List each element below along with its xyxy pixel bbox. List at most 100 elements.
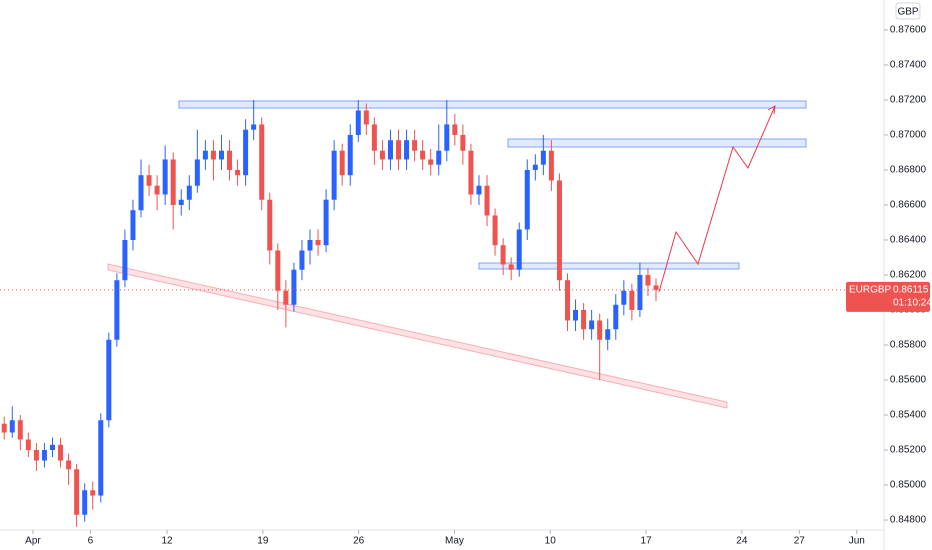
candle-body (387, 140, 393, 160)
projection-arrow (767, 105, 776, 115)
x-tick-label: Apr (25, 536, 41, 547)
x-tick-label: 24 (736, 536, 748, 547)
candle-body (556, 180, 562, 281)
candle-body (492, 215, 498, 246)
candle-body (235, 169, 241, 176)
y-tick-label: 0.86800 (890, 165, 927, 176)
currency-label: GBP (897, 7, 918, 18)
candle-body (412, 140, 418, 151)
y-tick-label: 0.86600 (890, 200, 927, 211)
candle-body (138, 175, 144, 211)
candle-body (66, 460, 72, 470)
x-tick-label: 17 (640, 536, 652, 547)
y-tick-label: 0.87200 (890, 95, 927, 106)
symbol-label: EURGBP (849, 284, 892, 295)
last-price-label: 0.86115 (893, 284, 929, 295)
trend-channel (107, 263, 728, 409)
y-tick-label: 0.87600 (890, 25, 927, 36)
candle-body (436, 150, 442, 165)
y-tick-label: 0.85400 (890, 410, 927, 421)
candle-body (178, 199, 184, 205)
y-tick-label: 0.87400 (890, 60, 927, 71)
x-tick-label: 19 (257, 536, 269, 547)
candle-body (82, 490, 88, 515)
candle-body (251, 124, 257, 130)
candle-body (9, 420, 15, 433)
currency-badge[interactable] (895, 2, 921, 20)
candle-body (275, 250, 281, 291)
candle-body (331, 150, 337, 200)
candle-body (122, 239, 128, 281)
candle-body (323, 199, 329, 246)
x-tick-label: May (445, 536, 464, 547)
last-price-badge (846, 281, 930, 312)
resistance-zone (178, 100, 807, 109)
candle-body (146, 175, 152, 186)
candle-body (508, 264, 514, 270)
candle-body (114, 280, 120, 340)
y-tick-label: 0.85000 (890, 480, 927, 491)
x-tick-label: 10 (545, 536, 557, 547)
candle-body (17, 420, 23, 440)
candle-body (355, 110, 361, 135)
candle-body (581, 309, 587, 330)
x-tick-label: 12 (162, 536, 174, 547)
drawings (107, 100, 807, 409)
candle-body (162, 159, 168, 195)
candle-body (33, 450, 39, 461)
candle-body (307, 239, 313, 251)
y-tick-label: 0.85800 (890, 340, 927, 351)
candle-body (347, 134, 353, 176)
projection-path (658, 105, 776, 293)
candle-body (90, 490, 96, 496)
candle-body (74, 469, 80, 515)
candle-body (476, 185, 482, 195)
candle-body (291, 269, 297, 305)
y-tick-label: 0.87000 (890, 130, 927, 141)
candle-body (170, 159, 176, 205)
candle-body (428, 159, 434, 165)
candle-body (243, 129, 249, 176)
candle-body (484, 185, 490, 216)
candle-body (605, 329, 611, 340)
y-tick-label: 0.85200 (890, 445, 927, 456)
support-zone (478, 262, 740, 270)
candle-body (548, 150, 554, 181)
y-tick-label: 0.86200 (890, 270, 927, 281)
x-tick-label: 26 (353, 536, 365, 547)
candle-body (532, 164, 538, 170)
y-tick-label: 0.85600 (890, 375, 927, 386)
x-tick-label: 27 (794, 536, 806, 547)
candle-body (621, 290, 627, 305)
candle-body (597, 320, 603, 340)
candle-body (573, 309, 579, 321)
candle-body (379, 150, 385, 160)
candle-body (210, 150, 216, 160)
candle-body (283, 290, 289, 305)
candle-body (259, 124, 265, 200)
candle-body (154, 185, 160, 195)
candle-body (653, 285, 659, 290)
candle-body (299, 250, 305, 270)
candle-body (58, 444, 64, 461)
candle-body (540, 150, 546, 165)
candle-body (629, 290, 635, 310)
candle-body (444, 124, 450, 151)
candle-body (404, 140, 410, 160)
y-tick-label: 0.84800 (890, 515, 927, 526)
candle-body (98, 420, 104, 496)
candle-body (516, 229, 522, 270)
candle-body (218, 150, 224, 160)
candle-body (468, 150, 474, 195)
candle-body (420, 150, 426, 160)
candle-body (25, 439, 31, 451)
candle-body (396, 140, 402, 160)
candle-body (339, 150, 345, 176)
candle-body (227, 150, 233, 170)
candle-body (202, 150, 208, 160)
candle-body (267, 199, 273, 251)
candle-body (371, 124, 377, 151)
candles (1, 99, 659, 528)
x-tick-label: 6 (88, 536, 94, 547)
